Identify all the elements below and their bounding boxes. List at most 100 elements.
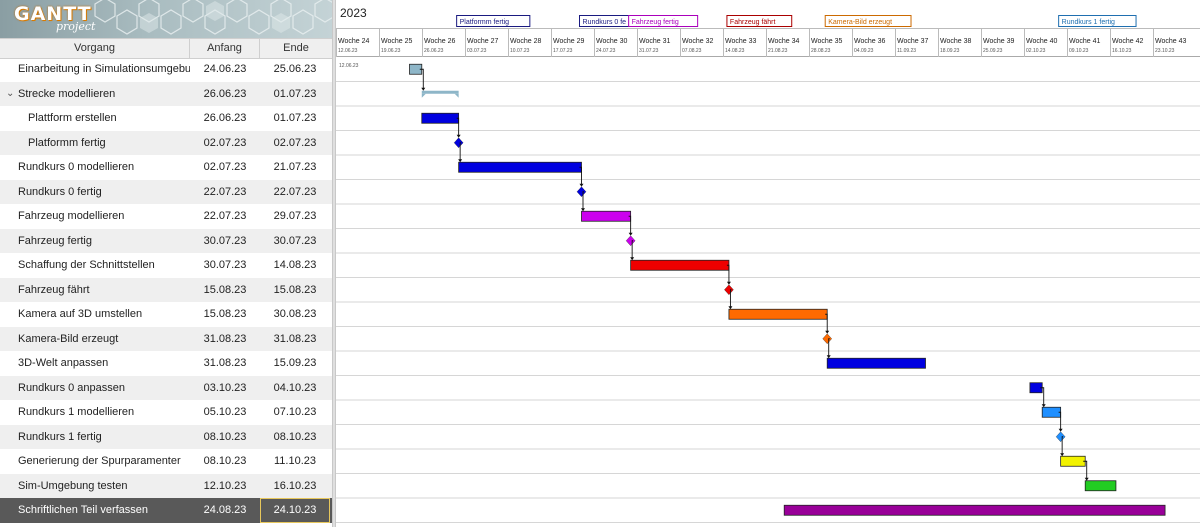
task-end-date: 04.10.23	[273, 381, 317, 394]
task-row[interactable]: Schriftlichen Teil verfassen 24.08.23 24.1…	[0, 498, 332, 523]
milestone-diamond[interactable]	[453, 137, 464, 149]
task-row[interactable]: Rundkurs 0 anpassen 03.10.23 04.10.23	[0, 375, 332, 400]
task-start-date: 15.08.23	[203, 283, 247, 296]
task-row[interactable]: Platformm fertig 02.07.23 02.07.23	[0, 130, 332, 155]
task-row[interactable]: Plattform erstellen 26.06.23 01.07.23	[0, 106, 332, 131]
task-start-date: 31.08.23	[203, 357, 247, 369]
week-label: Woche 30	[596, 38, 627, 45]
week-label: Woche 29	[553, 38, 584, 45]
dependency-arrowhead	[581, 208, 585, 212]
dependency-arrowhead	[456, 134, 461, 138]
chevron-down-icon[interactable]: ⌄	[6, 87, 15, 99]
task-end-date: 30.08.23	[273, 308, 317, 320]
task-row[interactable]: Schaffung der Schnittstellen 30.07.23 14.0…	[0, 253, 332, 278]
milestone-diamond[interactable]	[576, 186, 587, 198]
week-date-label: 02.10.23	[1026, 48, 1046, 54]
timeline-year: 2023	[340, 6, 367, 20]
week-label: Woche 42	[1112, 38, 1143, 45]
week-label: Woche 28	[510, 38, 541, 45]
task-bar[interactable]	[826, 357, 926, 369]
task-end-date: 24.10.23	[260, 498, 330, 523]
task-row[interactable]: Fahrzeug modellieren 22.07.23 29.07.23	[0, 204, 332, 229]
task-name: 3D-Welt anpassen	[18, 357, 109, 369]
task-bar[interactable]	[630, 259, 730, 271]
milestone-flag[interactable]	[824, 15, 912, 27]
column-header-name[interactable]: Vorgang	[0, 39, 190, 58]
dependency-arrowhead	[1058, 428, 1063, 432]
task-row[interactable]: Kamera auf 3D umstellen 15.08.23 30.08.23	[0, 302, 332, 327]
task-name: Fahrzeug fertig	[18, 234, 92, 247]
week-date-label: 21.08.23	[768, 48, 788, 54]
task-name: Rundkurs 0 fertig	[18, 185, 102, 198]
task-row[interactable]: Rundkurs 1 modellieren 05.10.23 07.10.23	[0, 400, 332, 425]
dependency-arrow	[729, 289, 732, 308]
task-name: Sim-Umgebung testen	[18, 479, 128, 492]
task-start-date: 24.06.23	[203, 63, 247, 75]
week-label: Woche 43	[1155, 38, 1186, 45]
milestone-diamond[interactable]	[822, 333, 832, 345]
milestone-flag[interactable]	[456, 15, 531, 27]
milestone-flag[interactable]	[628, 15, 699, 27]
milestone-diamond[interactable]	[724, 284, 734, 296]
task-row[interactable]: Fahrzeug fährt 15.08.23 15.08.23	[0, 277, 332, 302]
week-date-label: 28.08.23	[811, 48, 831, 54]
dependency-arrow	[828, 338, 830, 357]
task-row[interactable]: ⌄ Strecke modellieren 26.06.23 01.07.23	[0, 81, 332, 106]
task-bar[interactable]	[581, 210, 632, 222]
dependency-arrow	[1058, 411, 1062, 430]
week-label: Woche 25	[381, 38, 412, 45]
task-end-date: 15.08.23	[273, 283, 317, 296]
task-start-date: 31.08.23	[203, 332, 247, 345]
column-header-start[interactable]: Anfang	[190, 39, 260, 58]
dependency-arrowhead	[628, 232, 633, 236]
task-row[interactable]: Fahrzeug fertig 30.07.23 30.07.23	[0, 228, 332, 253]
week-date-label: 14.08.23	[725, 48, 745, 54]
dependency-arrow	[726, 264, 730, 283]
task-end-date: 22.07.23	[273, 185, 317, 198]
summary-bar[interactable]	[421, 90, 459, 94]
task-bar[interactable]	[728, 308, 828, 320]
task-bar[interactable]	[1060, 455, 1086, 467]
task-bar[interactable]	[783, 504, 1166, 516]
week-label: Woche 33	[725, 38, 756, 45]
milestone-flag[interactable]	[726, 15, 793, 27]
task-row[interactable]: Rundkurs 0 fertig 22.07.23 22.07.23	[0, 179, 332, 204]
today-marker-label: 12.06.23	[339, 63, 359, 69]
milestone-flag-label: Rundkurs 1 fertig	[1062, 19, 1115, 26]
week-date-label: 18.09.23	[940, 48, 960, 54]
task-row[interactable]: Sim-Umgebung testen 12.10.23 16.10.23	[0, 473, 332, 498]
task-end-date: 15.09.23	[273, 357, 317, 369]
task-name: Rundkurs 1 fertig	[18, 430, 102, 443]
task-bar[interactable]	[421, 112, 460, 124]
task-row[interactable]: Rundkurs 1 fertig 08.10.23 08.10.23	[0, 424, 332, 449]
week-label: Woche 34	[768, 38, 799, 45]
task-row[interactable]: Einarbeitung in Simulationsumgebung 24.06…	[0, 57, 332, 82]
dependency-arrow	[459, 142, 462, 161]
week-date-label: 16.10.23	[1112, 48, 1132, 54]
panel-splitter[interactable]	[332, 0, 336, 527]
gantt-chart-canvas: 2023 Woche 24 12.06.23 Woche 25 19.06.23 Woch…	[336, 0, 1200, 523]
task-bar[interactable]	[1084, 480, 1117, 492]
task-start-date: 22.07.23	[203, 210, 247, 222]
milestone-flag-label: Fahrzeug fertig	[632, 19, 679, 26]
task-end-date: 16.10.23	[273, 479, 317, 492]
task-row[interactable]: Generierung der Spurparamenter 08.10.23 11…	[0, 449, 332, 474]
task-row[interactable]: 3D-Welt anpassen 31.08.23 15.09.23	[0, 351, 332, 376]
task-row[interactable]: Kamera-Bild erzeugt 31.08.23 31.08.23	[0, 326, 332, 351]
column-header-end[interactable]: Ende	[283, 42, 309, 54]
task-start-date: 22.07.23	[203, 185, 247, 198]
task-row[interactable]: Rundkurs 0 modellieren 02.07.23 21.07.23	[0, 155, 332, 180]
milestone-flag[interactable]	[1058, 15, 1137, 27]
week-label: Woche 36	[854, 38, 885, 45]
task-end-date: 31.08.23	[273, 332, 317, 345]
dependency-arrow	[825, 313, 828, 332]
task-bar[interactable]	[1041, 406, 1062, 418]
milestone-diamond[interactable]	[625, 235, 636, 247]
task-start-date: 03.10.23	[203, 381, 247, 394]
dependency-arrow	[628, 215, 632, 234]
milestone-diamond[interactable]	[1055, 431, 1066, 443]
task-name: Fahrzeug modellieren	[18, 210, 125, 222]
task-name: Plattform erstellen	[28, 112, 117, 124]
dependency-arrowhead	[421, 87, 426, 91]
task-bar[interactable]	[458, 161, 582, 173]
